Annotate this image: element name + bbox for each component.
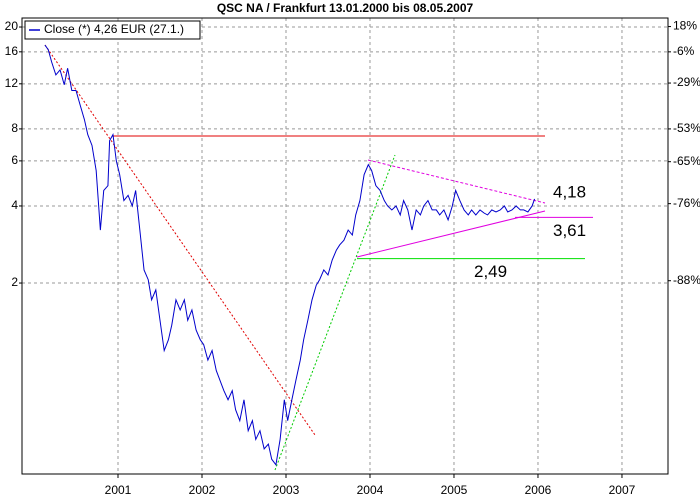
legend: Close (*) 4,26 EUR (27.1.)	[24, 20, 201, 40]
y-tick-label: 12	[5, 76, 19, 90]
y2-tick-label: -88%	[673, 273, 700, 287]
y-tick-label: 20	[5, 19, 19, 33]
level-label: 4,18	[553, 183, 586, 202]
plot	[44, 44, 593, 467]
x-tick-label: 2004	[357, 483, 384, 497]
y2-tick-label: 18%	[673, 19, 697, 33]
grid	[19, 18, 671, 478]
y-tick-label: 2	[11, 275, 18, 289]
trend-lines	[44, 44, 546, 471]
level-label: 3,61	[553, 221, 586, 240]
y2-tick-label: -53%	[673, 121, 700, 135]
y2-tick-label: -6%	[673, 44, 695, 58]
trend-line	[367, 159, 546, 204]
y-tick-label: 6	[11, 153, 18, 167]
y2-tick-label: -76%	[673, 196, 700, 210]
x-tick-label: 2005	[441, 483, 468, 497]
y2-tick-label: -29%	[673, 75, 700, 89]
x-tick-label: 2001	[105, 483, 132, 497]
x-tick-label: 2006	[525, 483, 552, 497]
y2-tick-label: -65%	[673, 154, 700, 168]
chart-title: QSC NA / Frankfurt 13.01.2000 bis 08.05.…	[217, 1, 474, 15]
price-line	[44, 44, 536, 467]
trend-line	[274, 154, 396, 471]
x-tick-label: 2007	[609, 483, 636, 497]
legend-label: Close (*) 4,26 EUR (27.1.)	[44, 22, 184, 36]
y-tick-label: 4	[11, 198, 18, 212]
legend-box	[24, 20, 201, 40]
plot-frame	[21, 17, 669, 475]
level-label: 2,49	[474, 262, 507, 281]
y-tick-label: 16	[5, 44, 19, 58]
trend-line	[356, 210, 546, 258]
x-tick-label: 2003	[273, 483, 300, 497]
x-tick-label: 2002	[189, 483, 216, 497]
y-tick-label: 8	[11, 121, 18, 135]
trend-line	[44, 44, 316, 436]
